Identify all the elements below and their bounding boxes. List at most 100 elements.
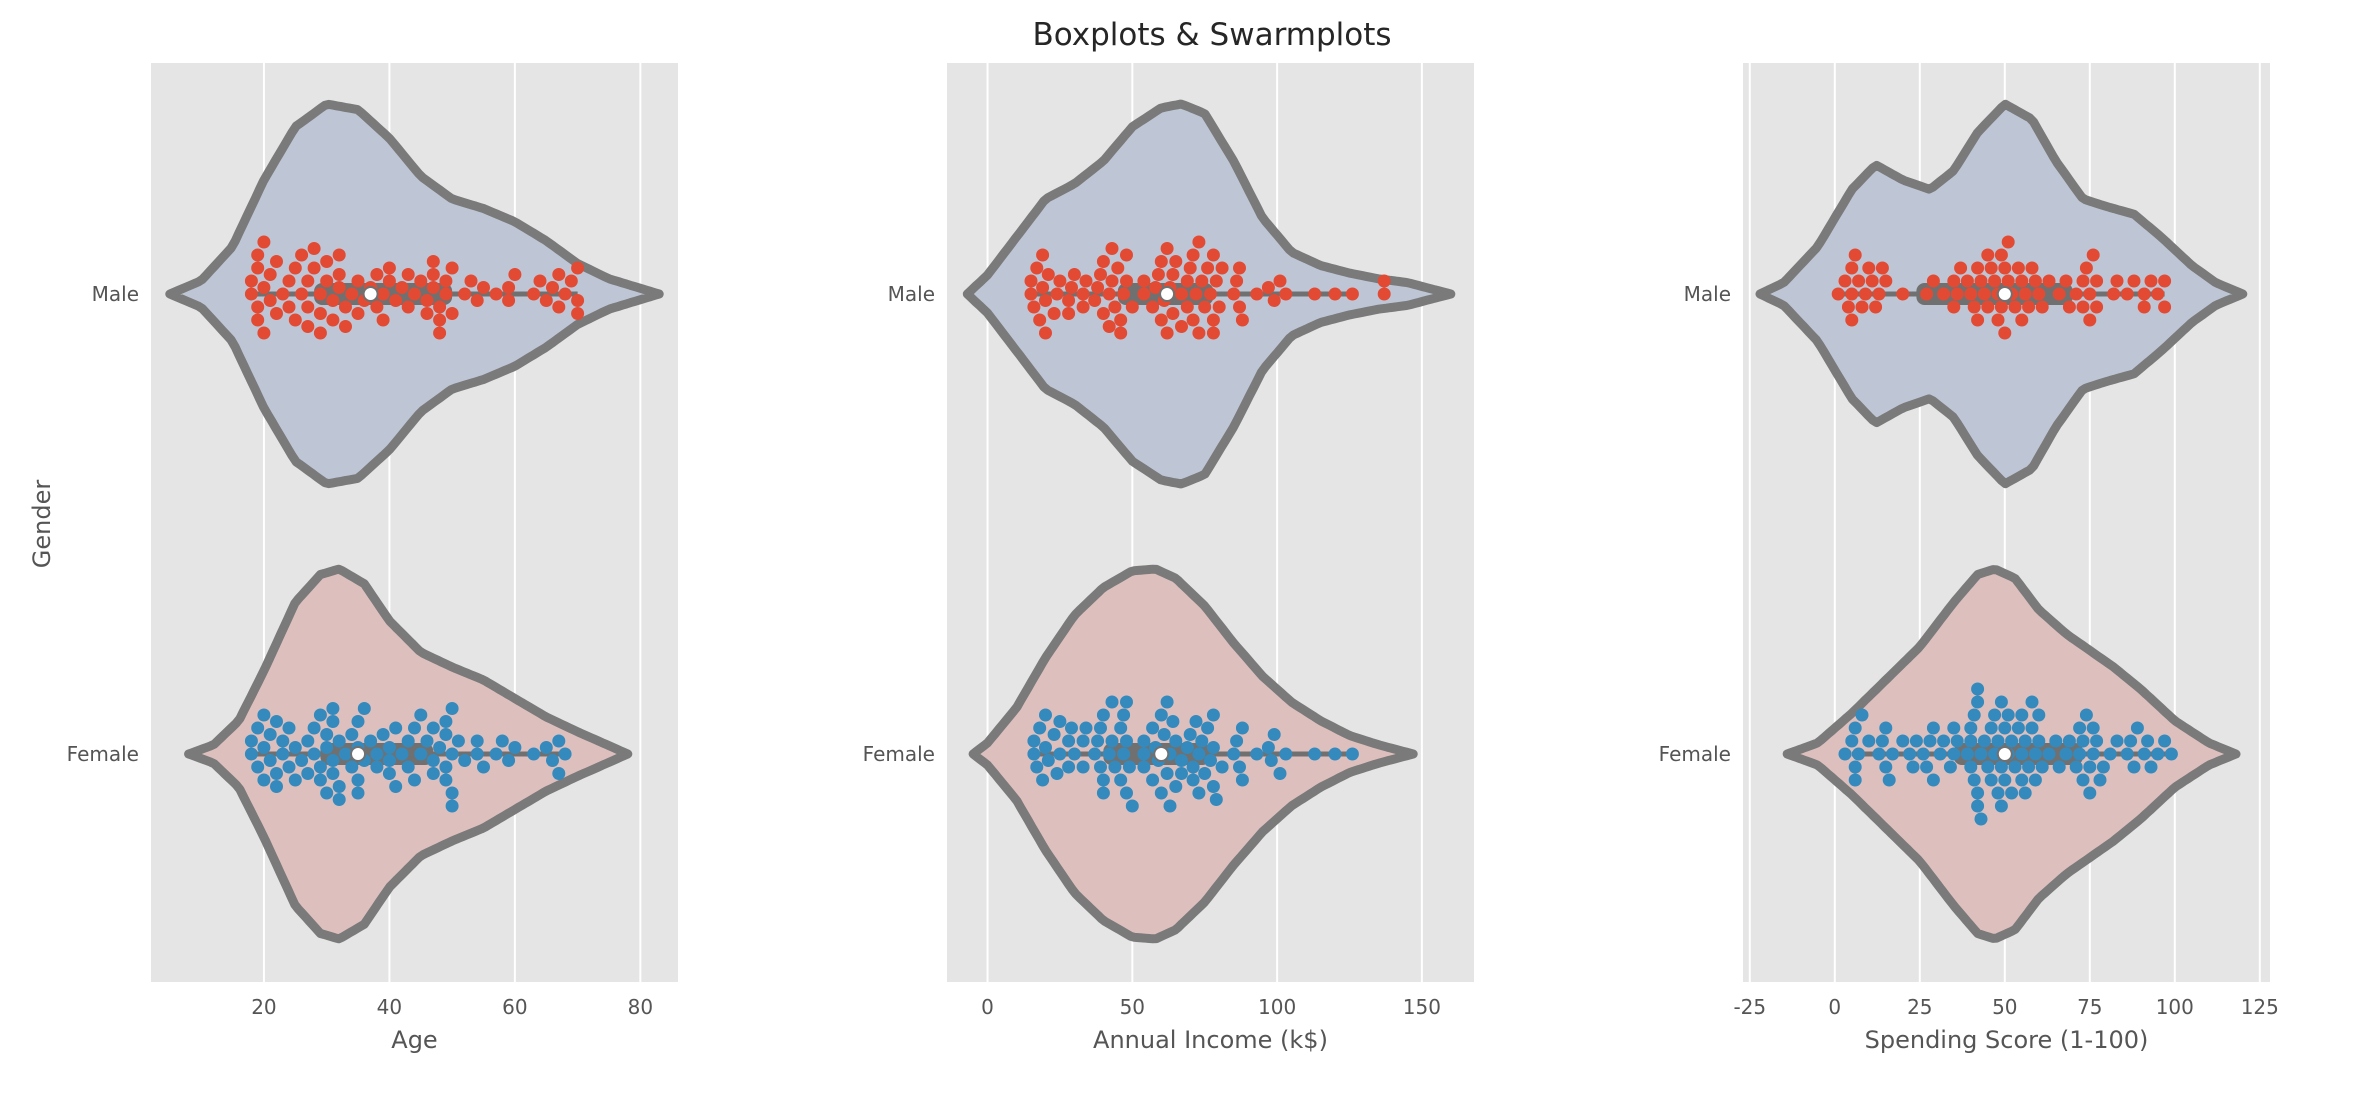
swarm-point-female: [2022, 761, 2035, 774]
panel-3: MaleFemale-25 0 25 50 75 100 125Spending Score…: [1659, 63, 2279, 1054]
swarm-point-male: [245, 288, 258, 301]
swarm-point-female: [439, 715, 452, 728]
swarm-point-male: [251, 301, 264, 314]
swarm-point-male: [2151, 288, 2164, 301]
swarm-point-female: [2090, 735, 2103, 748]
swarm-point-female: [333, 780, 346, 793]
swarm-point-male: [565, 275, 578, 288]
swarm-point-female: [414, 748, 427, 761]
swarm-point-female: [326, 754, 339, 767]
swarm-point-male: [427, 268, 440, 281]
swarm-point-female: [452, 735, 465, 748]
swarm-point-male: [2138, 288, 2151, 301]
swarm-point-female: [1329, 748, 1342, 761]
swarm-point-male: [1036, 249, 1049, 262]
swarm-point-female: [2121, 748, 2134, 761]
x-tick-label: 0: [1828, 995, 1841, 1019]
swarm-point-female: [1845, 735, 1858, 748]
swarm-point-female: [1048, 728, 1061, 741]
swarm-point-female: [1184, 728, 1197, 741]
swarm-point-male: [1995, 249, 2008, 262]
swarm-point-female: [2005, 735, 2018, 748]
swarm-point-male: [333, 268, 346, 281]
swarm-point-female: [1230, 735, 1243, 748]
swarm-point-male: [508, 268, 521, 281]
x-tick-label: 100: [1258, 995, 1296, 1019]
swarm-point-male: [1190, 288, 1203, 301]
swarm-point-female: [546, 754, 559, 767]
swarm-point-male: [421, 294, 434, 307]
swarm-point-male: [2032, 288, 2045, 301]
swarm-point-male: [257, 281, 270, 294]
swarm-point-female: [1233, 761, 1246, 774]
swarm-point-female: [1947, 748, 1960, 761]
swarm-point-female: [1992, 787, 2005, 800]
swarm-point-female: [2012, 722, 2025, 735]
swarm-point-female: [2029, 748, 2042, 761]
swarm-point-female: [1120, 696, 1133, 709]
swarm-point-male: [295, 288, 308, 301]
x-tick-label: -25: [1733, 995, 1766, 1019]
swarm-point-female: [2158, 735, 2171, 748]
swarm-point-male: [389, 294, 402, 307]
swarm-point-female: [1120, 787, 1133, 800]
swarm-point-male: [1879, 275, 1892, 288]
swarm-point-male: [1097, 307, 1110, 320]
swarm-point-female: [1262, 741, 1275, 754]
swarm-point-male: [1852, 275, 1865, 288]
swarm-point-female: [552, 767, 565, 780]
swarm-point-female: [1998, 774, 2011, 787]
swarm-point-male: [408, 288, 421, 301]
swarm-point-female: [1862, 735, 1875, 748]
swarm-point-female: [1117, 709, 1130, 722]
swarm-point-female: [458, 754, 471, 767]
swarm-point-female: [295, 754, 308, 767]
swarm-point-male: [1062, 294, 1075, 307]
swarm-point-male: [1080, 275, 1093, 288]
swarm-point-female: [1033, 722, 1046, 735]
swarm-point-male: [1155, 314, 1168, 327]
swarm-point-female: [1995, 761, 2008, 774]
swarm-point-female: [1068, 748, 1081, 761]
swarm-point-female: [2032, 735, 2045, 748]
swarm-point-male: [2090, 275, 2103, 288]
swarm-point-female: [2070, 761, 2083, 774]
swarm-point-female: [1137, 735, 1150, 748]
swarm-point-female: [1094, 722, 1107, 735]
swarm-point-male: [314, 288, 327, 301]
swarm-point-female: [446, 748, 459, 761]
x-axis-label: Age: [391, 1026, 437, 1054]
x-tick-label: 60: [502, 995, 527, 1019]
swarm-point-male: [1859, 288, 1872, 301]
swarm-point-female: [1166, 715, 1179, 728]
panel-1: Male Female 20 40 60 80 Age: [67, 63, 678, 1054]
panel-2: MaleFemale0 50 100 150Annual Income (k$): [863, 63, 1474, 1054]
swarm-point-male: [1042, 268, 1055, 281]
swarm-point-female: [402, 735, 415, 748]
swarm-point-female: [251, 761, 264, 774]
swarm-point-male: [477, 281, 490, 294]
swarm-point-male: [1873, 288, 1886, 301]
swarm-point-male: [1039, 327, 1052, 340]
swarm-point-female: [2073, 748, 2086, 761]
swarm-point-female: [1181, 741, 1194, 754]
swarm-point-female: [1053, 715, 1066, 728]
swarm-point-male: [1230, 275, 1243, 288]
swarm-point-male: [1161, 242, 1174, 255]
swarm-point-female: [446, 702, 459, 715]
swarm-point-male: [1346, 288, 1359, 301]
swarm-point-female: [1169, 780, 1182, 793]
swarm-point-female: [2060, 748, 2073, 761]
swarm-point-male: [1262, 281, 1275, 294]
swarm-point-male: [1175, 320, 1188, 333]
swarm-point-male: [264, 294, 277, 307]
swarm-point-female: [2104, 748, 2117, 761]
swarm-point-female: [333, 735, 346, 748]
swarm-point-male: [276, 288, 289, 301]
swarm-point-female: [389, 780, 402, 793]
swarm-point-female: [2036, 761, 2049, 774]
swarm-point-male: [546, 281, 559, 294]
swarm-point-female: [1971, 683, 1984, 696]
swarm-point-female: [2015, 774, 2028, 787]
swarm-point-female: [2032, 709, 2045, 722]
